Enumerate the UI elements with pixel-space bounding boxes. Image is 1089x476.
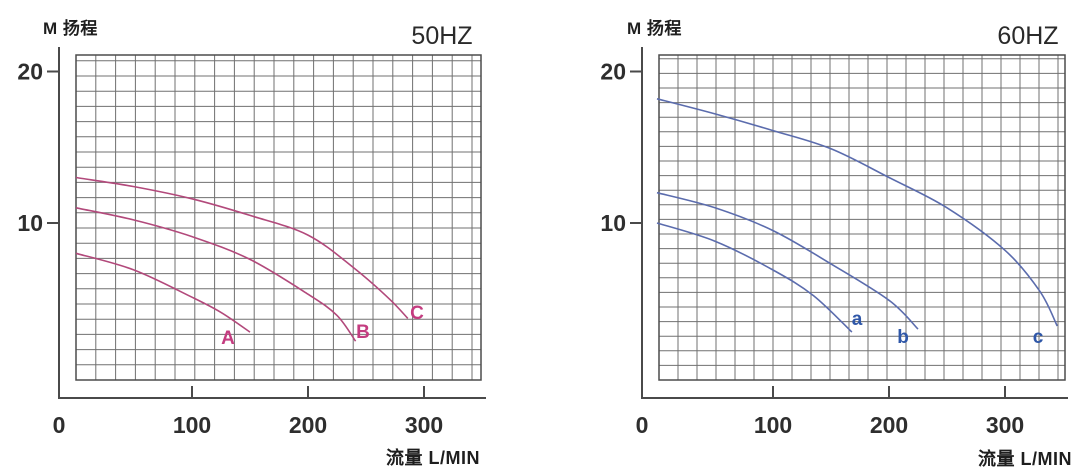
x-tick-label: 0 xyxy=(636,412,649,438)
curve-a xyxy=(656,222,853,333)
y-axis-title-60hz: M 扬程 xyxy=(627,19,682,38)
x-axis-title-60hz: 流量 L/MIN xyxy=(978,449,1072,469)
x-tick-label: 300 xyxy=(405,412,443,438)
curve-A xyxy=(75,252,251,333)
chart-title-60hz: 60HZ xyxy=(997,22,1059,50)
y-tick-label: 20 xyxy=(600,59,626,85)
curve-label-A: A xyxy=(221,328,235,349)
curve-B xyxy=(75,207,357,342)
y-axis-title-50hz: M 扬程 xyxy=(43,19,98,38)
curve-label-C: C xyxy=(410,303,424,324)
chart-title-50hz: 50HZ xyxy=(411,22,473,50)
curve-label-b: b xyxy=(897,327,909,348)
x-axis-title-50hz: 流量 L/MIN xyxy=(386,448,480,468)
curve-C xyxy=(75,176,409,319)
axis-line xyxy=(58,47,486,399)
axis-line xyxy=(641,47,1068,399)
y-tick-label: 10 xyxy=(17,210,43,236)
plot-border xyxy=(75,54,482,381)
curve-c xyxy=(656,98,1058,327)
y-tick-label: 10 xyxy=(600,210,626,236)
curve-label-c: c xyxy=(1033,327,1044,348)
x-tick-label: 0 xyxy=(53,412,66,438)
plot-border xyxy=(658,54,1066,381)
curve-label-B: B xyxy=(356,322,370,343)
x-tick-label: 200 xyxy=(870,412,908,438)
curve-label-a: a xyxy=(852,309,863,330)
x-tick-label: 100 xyxy=(173,412,211,438)
x-tick-label: 300 xyxy=(986,412,1024,438)
x-tick-label: 100 xyxy=(754,412,792,438)
y-tick-label: 20 xyxy=(17,59,43,85)
curve-b xyxy=(656,191,919,330)
x-tick-label: 200 xyxy=(289,412,327,438)
